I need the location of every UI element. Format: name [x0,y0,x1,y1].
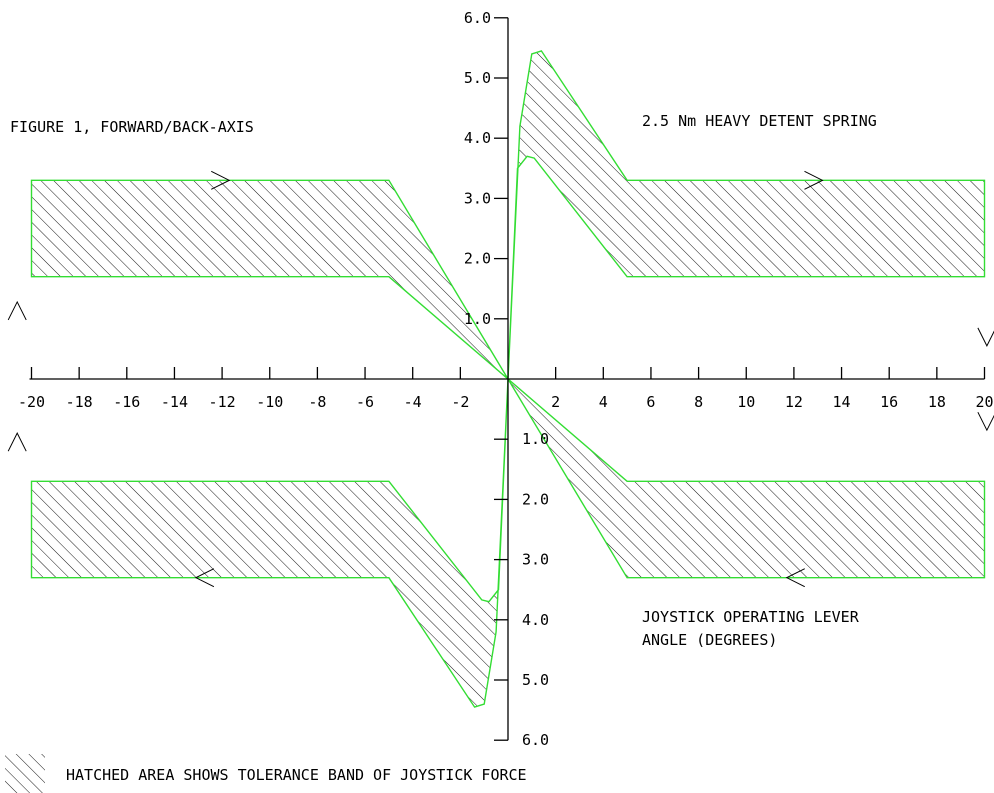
y-tick-label: 3.0 [464,189,491,207]
chart-title: FIGURE 1, FORWARD/BACK-AXIS [10,118,254,136]
x-tick-label: -14 [161,393,188,411]
y-tick-label: 3.0 [522,551,549,569]
arrow-right-icon [211,170,231,190]
x-tick-label: 2 [551,393,560,411]
arrow-up-icon [7,432,27,452]
x-tick-label: 18 [928,393,946,411]
x-tick-label: -12 [209,393,236,411]
arrow-left-icon [194,568,215,588]
y-tick-label: 1.0 [464,310,491,328]
tick-marks: -20 -18 -16 -14 -12 -10 -8 -6 -4 -2 2 4 6 8 10 12 14 16 18… [18,9,994,749]
arrow-up-icon [7,300,27,321]
legend-text: HATCHED AREA SHOWS TOLERANCE BAND OF JOY… [66,766,527,784]
tolerance-bands [30,50,986,708]
legend: HATCHED AREA SHOWS TOLERANCE BAND OF JOY… [5,754,527,793]
x-tick-label: -16 [113,393,140,411]
tolerance-band-back [30,376,986,708]
arrow-down-icon [977,411,994,432]
x-tick-label: 4 [599,393,608,411]
x-tick-label: -4 [404,393,422,411]
y-tick-label: 5.0 [464,69,491,87]
tolerance-band-forward [30,50,986,382]
x-tick-label: 14 [833,393,851,411]
x-tick-label: -10 [256,393,283,411]
y-tick-label: 4.0 [464,129,491,147]
x-tick-label: 20 [975,393,993,411]
y-tick-label: 2.0 [464,250,491,268]
x-tick-label: -8 [308,393,326,411]
chart-subtitle: 2.5 Nm HEAVY DETENT SPRING [642,112,877,130]
y-tick-label: 5.0 [522,671,549,689]
legend-hatch-swatch [5,754,45,793]
x-tick-label: 8 [694,393,703,411]
x-tick-label: -20 [18,393,45,411]
x-tick-label: 16 [880,393,898,411]
y-tick-label: 2.0 [522,490,549,508]
x-tick-label: 10 [737,393,755,411]
y-tick-label: 1.0 [522,430,549,448]
x-tick-label: -6 [356,393,374,411]
arrow-down-icon [977,327,994,348]
y-tick-label: 6.0 [522,731,549,749]
y-tick-label: 6.0 [464,9,491,27]
y-tick-label: 4.0 [522,611,549,629]
arrow-left-icon [785,568,805,588]
x-tick-label: -18 [66,393,93,411]
direction-arrows [7,170,994,588]
x-tick-label: 6 [646,393,655,411]
x-axis-label-line-1: JOYSTICK OPERATING LEVER [642,608,860,626]
x-tick-label: -2 [451,393,469,411]
x-axis-label-line-2: ANGLE (DEGREES) [642,631,777,649]
x-tick-label: 12 [785,393,803,411]
arrow-right-icon [804,170,824,190]
